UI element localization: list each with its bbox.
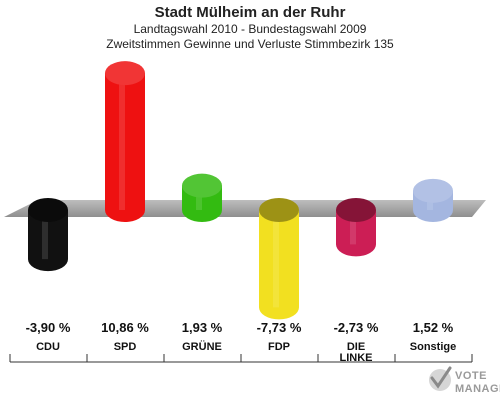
value-label: -3,90 % xyxy=(26,320,71,335)
bar-fdp xyxy=(259,198,299,320)
bar-sonstige xyxy=(413,178,453,222)
bar-highlight xyxy=(196,185,202,210)
chart-subtitle: Landtagswahl 2010 - Bundestagswahl 2009 xyxy=(134,22,367,36)
bar-spd xyxy=(105,61,145,222)
bar-highlight xyxy=(273,210,279,308)
category-label: CDU xyxy=(36,341,60,353)
category-label: Sonstige xyxy=(410,341,456,353)
vote-manager-logo: VOTE MANAGER xyxy=(429,366,500,395)
bar-highlight xyxy=(119,73,125,210)
bar-body xyxy=(28,210,68,272)
bar-cap xyxy=(413,178,453,203)
category-label: FDP xyxy=(268,341,290,353)
value-label: -7,73 % xyxy=(257,320,302,335)
bar-cap xyxy=(182,173,222,198)
chart-subtitle: Zweitstimmen Gewinne und Verluste Stimmb… xyxy=(106,37,394,51)
bar-cap xyxy=(105,61,145,86)
logo-text-vote: VOTE xyxy=(455,370,487,382)
bar-cap xyxy=(28,198,68,222)
category-label: GRÜNE xyxy=(182,340,222,353)
bar-body xyxy=(336,210,376,257)
category-label: DIE xyxy=(347,341,365,353)
bar-body xyxy=(259,210,299,320)
bar-cdu xyxy=(28,198,68,272)
bar-highlight xyxy=(42,210,48,260)
bar-grüne xyxy=(182,173,222,222)
bar-body xyxy=(105,73,145,222)
category-label: LINKE xyxy=(340,352,373,364)
logo-text-manager: MANAGER xyxy=(455,383,500,395)
value-label: 1,52 % xyxy=(413,320,454,335)
checkmark-icon xyxy=(429,366,452,391)
chart-title: Stadt Mülheim an der Ruhr xyxy=(155,4,346,21)
category-label: SPD xyxy=(114,341,137,353)
value-label: 10,86 % xyxy=(101,320,149,335)
bar-highlight xyxy=(350,210,356,245)
value-label: 1,93 % xyxy=(182,320,223,335)
bars-group xyxy=(28,61,453,320)
bar-cap xyxy=(336,198,376,222)
value-label: -2,73 % xyxy=(334,320,379,335)
bar-cap xyxy=(259,198,299,222)
value-labels-group: -3,90 % 10,86 % 1,93 % -7,73 % -2,73 % 1,52 % xyxy=(26,320,454,335)
bar-die-linke xyxy=(336,198,376,257)
